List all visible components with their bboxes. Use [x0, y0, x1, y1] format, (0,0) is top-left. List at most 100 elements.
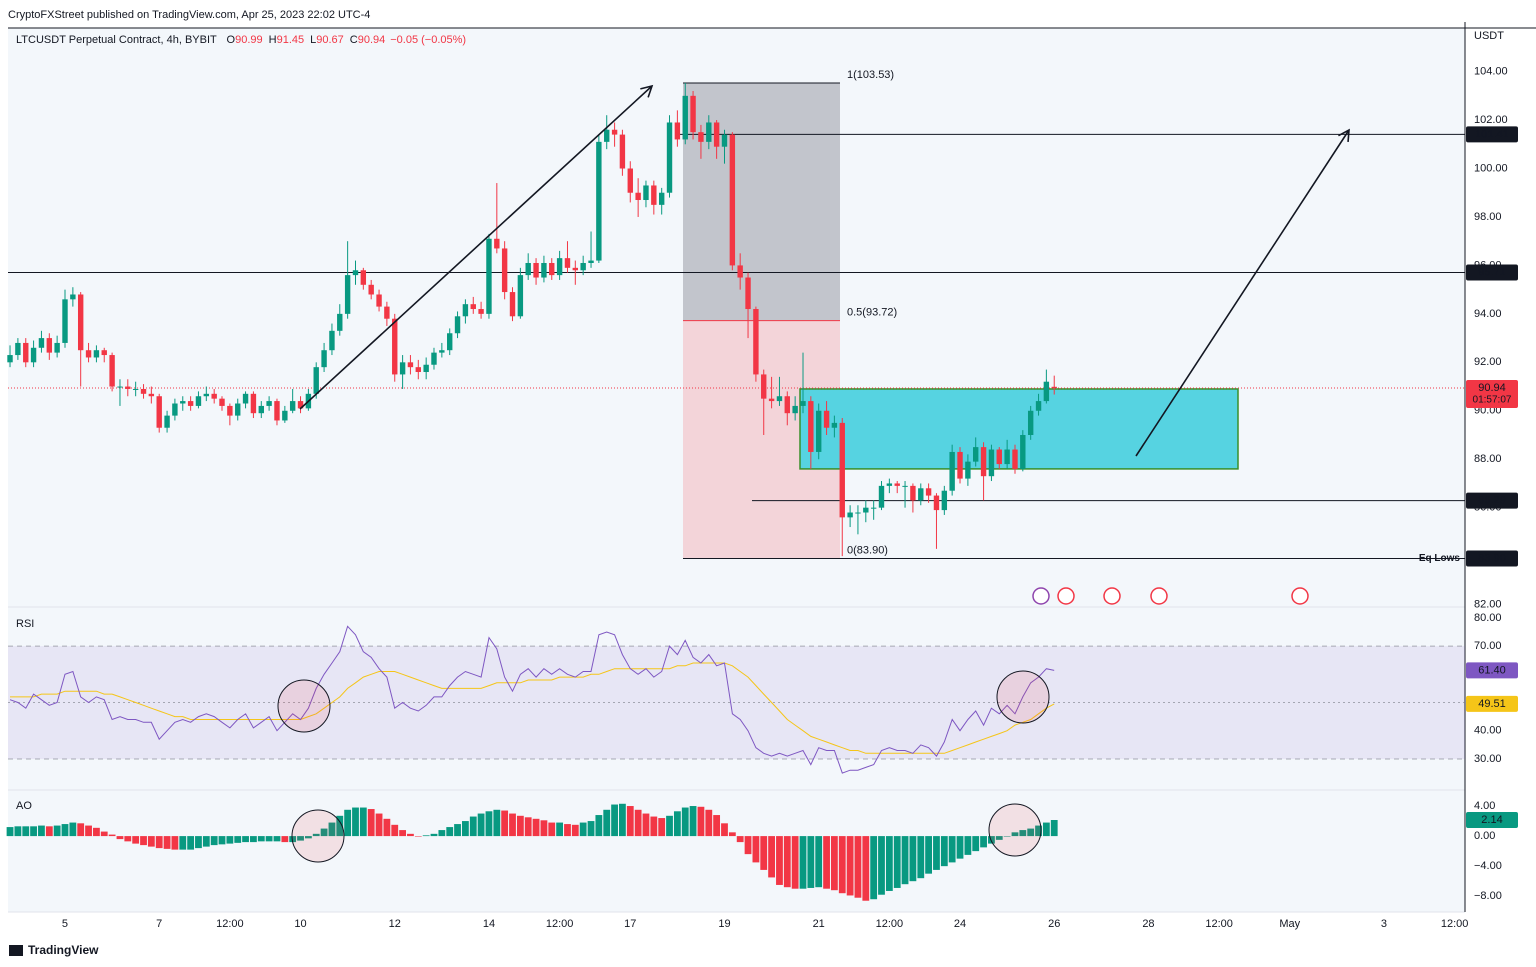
ao-bar: [705, 809, 713, 837]
ao-bar: [681, 807, 689, 837]
candle-body: [690, 95, 696, 133]
ao-bar: [438, 830, 446, 837]
ao-bar: [697, 806, 705, 837]
candle-body: [140, 388, 147, 394]
candle-body: [706, 122, 712, 142]
candle-body: [973, 447, 979, 462]
candle-body: [745, 277, 751, 310]
ao-bar: [862, 836, 870, 901]
event-icon: [1103, 587, 1121, 605]
ao-bar: [728, 832, 736, 837]
ao-bar: [359, 807, 367, 837]
ao-bar: [1003, 836, 1011, 837]
ao-tick-label: 0.00: [1474, 830, 1495, 842]
ao-bar: [163, 836, 171, 849]
candle-body: [266, 401, 272, 406]
x-tick-label: 14: [483, 918, 495, 930]
ao-bar: [195, 836, 202, 849]
candle-body: [800, 401, 806, 406]
candle-body: [1020, 434, 1026, 469]
ao-tick-label: −8.00: [1474, 890, 1502, 902]
candle-body: [38, 338, 45, 348]
event-icon: [1057, 587, 1075, 605]
x-tick-label: 12:00: [1205, 918, 1233, 930]
ao-bar: [93, 827, 100, 837]
ao-bar: [595, 815, 603, 837]
ao-bar: [964, 836, 972, 855]
ao-bar: [45, 826, 53, 837]
ao-bar: [485, 811, 493, 837]
ao-bar: [179, 836, 187, 850]
candle-body: [156, 396, 162, 428]
rsi-band: [8, 646, 1465, 759]
candle-body: [855, 512, 861, 514]
candle-body: [949, 451, 955, 491]
candle-body: [30, 347, 37, 363]
x-tick-label: 19: [718, 918, 730, 930]
ao-bar: [713, 815, 721, 837]
candle-body: [15, 342, 21, 356]
candle-body: [784, 396, 790, 414]
candle-body: [431, 352, 437, 365]
candle-body: [289, 401, 296, 411]
ao-bar: [870, 836, 878, 900]
ao-bar: [124, 836, 132, 842]
candle-body: [392, 318, 398, 375]
ao-bar: [540, 820, 548, 837]
ao-name: AO: [16, 800, 32, 812]
candle-body: [117, 386, 123, 388]
ao-bar: [642, 813, 650, 837]
candle-body: [525, 262, 531, 276]
candle-body: [572, 267, 579, 271]
x-tick-label: 12:00: [216, 918, 244, 930]
ao-bar: [14, 826, 22, 837]
ao-bar: [760, 836, 768, 870]
ao-bar: [399, 830, 407, 837]
ao-bar: [807, 836, 815, 888]
candle-body: [1051, 386, 1057, 388]
ao-bar: [940, 836, 948, 867]
ao-bar: [226, 836, 234, 844]
candle-body: [878, 485, 885, 508]
ao-bar: [218, 836, 226, 845]
candle-body: [423, 364, 429, 373]
rsi-tag-bg: [1466, 662, 1518, 679]
brand: TradingView: [28, 943, 99, 957]
candle-body: [737, 265, 743, 278]
x-tick-label: 26: [1048, 918, 1060, 930]
candle-body: [541, 262, 547, 278]
candle-body: [352, 270, 359, 276]
ao-bar: [265, 836, 273, 842]
candle-body: [894, 483, 900, 486]
price-line-tag-bg: [1466, 550, 1518, 567]
chart-background: [8, 28, 1465, 912]
ohlc-letter: O: [227, 34, 236, 46]
x-tick-label: 21: [813, 918, 825, 930]
ao-bar: [634, 809, 642, 837]
ao-bar: [147, 836, 155, 847]
ao-bar: [281, 836, 289, 843]
candle-body: [148, 393, 155, 397]
ao-bar: [893, 836, 901, 888]
candle-body: [596, 141, 602, 261]
candle-body: [792, 405, 798, 414]
ao-bar: [611, 804, 618, 837]
candle-body: [250, 393, 257, 414]
candle-body: [439, 350, 445, 353]
candle-body: [1027, 410, 1034, 435]
candle-body: [666, 122, 673, 193]
ao-bar: [885, 836, 893, 891]
ao-bar: [171, 836, 179, 850]
publisher-line: CryptoFXStreet published on TradingView.…: [8, 9, 370, 21]
candle-body: [1043, 381, 1050, 402]
ao-bar: [1042, 822, 1050, 837]
ao-bar: [846, 836, 854, 896]
candle-body: [713, 122, 720, 147]
ao-bar: [823, 836, 830, 889]
candle-body: [776, 396, 783, 402]
candle-body: [768, 398, 775, 402]
arrow-head: [1338, 128, 1350, 143]
candle-body: [235, 403, 241, 416]
ohlc-value: 90.94: [358, 34, 386, 46]
eq-lows-label: Eq Lows: [1419, 553, 1461, 564]
